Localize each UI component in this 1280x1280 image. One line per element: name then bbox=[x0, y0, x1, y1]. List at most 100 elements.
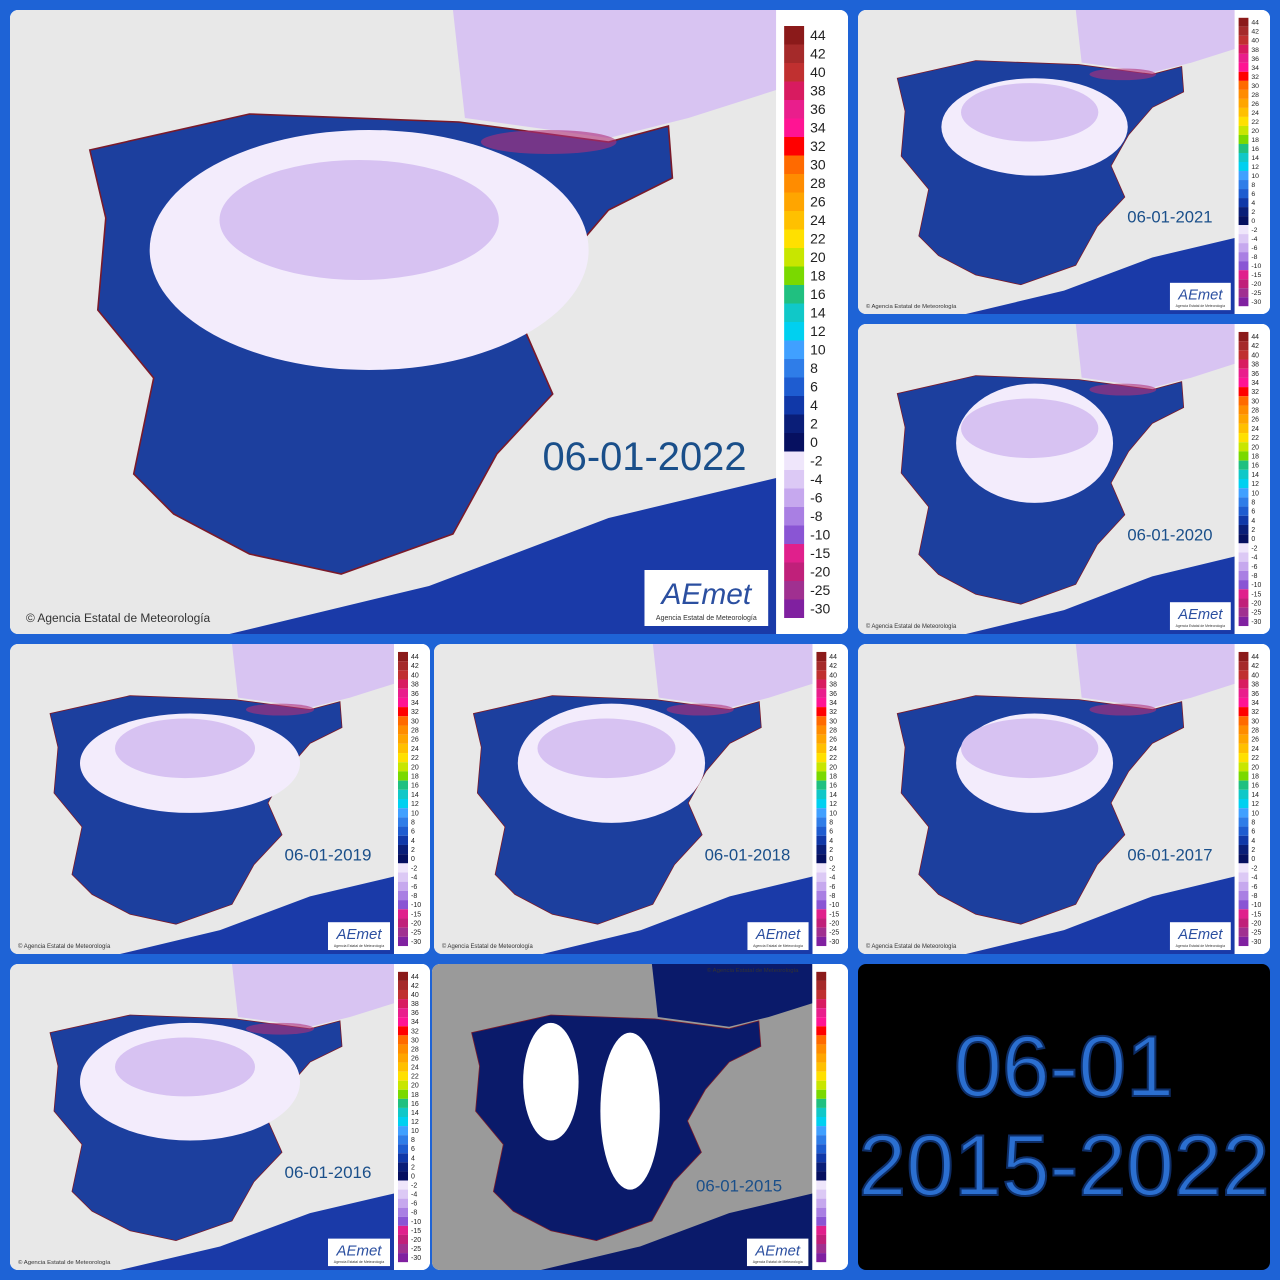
summary-date: 06-01 bbox=[953, 1018, 1175, 1116]
colorbar-label: -10 bbox=[829, 902, 839, 909]
colorbar-swatch bbox=[784, 285, 805, 304]
france bbox=[232, 644, 394, 708]
colorbar-swatch bbox=[816, 1080, 827, 1090]
colorbar-label: -2 bbox=[1251, 227, 1257, 234]
colorbar-swatch bbox=[398, 817, 408, 827]
colorbar-swatch bbox=[1238, 189, 1249, 199]
colorbar-label: -15 bbox=[1251, 591, 1261, 598]
colorbar-swatch bbox=[1238, 26, 1249, 36]
logo-box bbox=[1169, 282, 1231, 311]
colorbar-swatch bbox=[1238, 423, 1249, 434]
colorbar-swatch bbox=[398, 1098, 408, 1108]
colorbar-label: -30 bbox=[411, 939, 421, 946]
colorbar-swatch bbox=[398, 1144, 408, 1154]
colorbar-swatch bbox=[398, 1035, 408, 1045]
colorbar-label: 44 bbox=[411, 654, 419, 661]
colorbar-label: 16 bbox=[1251, 146, 1259, 153]
map: 4442403836343230282624222018161412108642… bbox=[10, 10, 848, 634]
colorbar-label: 16 bbox=[829, 783, 837, 790]
colorbar-swatch bbox=[1238, 670, 1249, 680]
colorbar-label: 8 bbox=[411, 819, 415, 826]
france bbox=[652, 644, 813, 708]
colorbar-label: 24 bbox=[411, 1065, 419, 1072]
colorbar-swatch bbox=[1238, 826, 1249, 836]
colorbar-label: -4 bbox=[829, 875, 835, 882]
colorbar-label: 4 bbox=[829, 838, 833, 845]
colorbar-label: -6 bbox=[411, 1201, 417, 1208]
colorbar-swatch bbox=[816, 1216, 827, 1226]
colorbar-swatch bbox=[784, 414, 805, 433]
colorbar-swatch bbox=[398, 799, 408, 809]
colorbar-swatch bbox=[398, 1135, 408, 1145]
colorbar-label: -10 bbox=[1251, 902, 1261, 909]
logo: AEmet bbox=[1177, 927, 1223, 943]
colorbar-label: 42 bbox=[810, 46, 826, 62]
colorbar-label: 36 bbox=[1251, 371, 1259, 378]
colorbar-label: 26 bbox=[411, 737, 419, 744]
colorbar-swatch bbox=[1238, 341, 1249, 351]
colorbar-swatch bbox=[816, 1008, 827, 1018]
colorbar-label: 20 bbox=[1251, 764, 1259, 771]
colorbar-label: 36 bbox=[1251, 691, 1259, 698]
colorbar-label: 18 bbox=[411, 1092, 419, 1099]
colorbar-label: -25 bbox=[411, 1246, 421, 1253]
colorbar-label: 16 bbox=[1251, 783, 1259, 790]
colorbar-swatch bbox=[1238, 799, 1249, 809]
colorbar-label: 2 bbox=[411, 847, 415, 854]
colorbar-label: -30 bbox=[1251, 299, 1261, 306]
map: 4442403836343230282624222018161412108642… bbox=[858, 324, 1270, 634]
colorbar-swatch bbox=[1238, 651, 1249, 662]
colorbar-swatch bbox=[1238, 359, 1249, 369]
colorbar-label: 34 bbox=[1251, 65, 1259, 72]
colorbar-label: 38 bbox=[411, 682, 419, 689]
colorbar-label: -6 bbox=[411, 884, 417, 891]
colorbar-label: -30 bbox=[1251, 619, 1261, 626]
colorbar-label: 24 bbox=[829, 746, 837, 753]
colorbar-swatch bbox=[398, 743, 408, 754]
colorbar-label: -15 bbox=[1251, 272, 1261, 279]
colorbar-swatch bbox=[1238, 552, 1249, 562]
colorbar-label: 6 bbox=[1251, 509, 1255, 516]
colorbar-swatch bbox=[398, 1153, 408, 1163]
colorbar-swatch bbox=[816, 688, 827, 698]
colorbar-swatch bbox=[816, 1098, 827, 1108]
france bbox=[651, 964, 813, 1027]
colorbar-label: 22 bbox=[411, 755, 419, 762]
copyright: © Agencia Estatal de Meteorología bbox=[707, 967, 799, 974]
colorbar-swatch bbox=[1238, 743, 1249, 754]
colorbar-label: -4 bbox=[1251, 875, 1257, 882]
colorbar-label: 42 bbox=[1251, 663, 1259, 670]
colorbar-swatch bbox=[398, 900, 408, 910]
colorbar-label: 8 bbox=[1251, 182, 1255, 189]
colorbar-swatch bbox=[1238, 570, 1249, 581]
colorbar-label: 12 bbox=[1251, 481, 1259, 488]
colorbar-label: 42 bbox=[411, 983, 419, 990]
colorbar-swatch bbox=[1238, 350, 1249, 360]
colorbar-swatch bbox=[1238, 396, 1249, 406]
logo: AEmet bbox=[336, 1243, 383, 1259]
colorbar-swatch bbox=[398, 789, 408, 799]
colorbar-label: 2 bbox=[1251, 209, 1255, 216]
colorbar-label: 14 bbox=[1251, 472, 1259, 479]
colorbar-label: 36 bbox=[829, 691, 837, 698]
colorbar-swatch bbox=[784, 229, 805, 248]
colorbar-swatch bbox=[1238, 900, 1249, 910]
colorbar-label: 16 bbox=[810, 286, 826, 302]
colorbar-swatch bbox=[398, 1253, 408, 1263]
france bbox=[1075, 324, 1235, 388]
colorbar-swatch bbox=[398, 688, 408, 698]
colorbar-swatch bbox=[1238, 216, 1249, 226]
colorbar-swatch bbox=[816, 1234, 827, 1245]
colorbar-label: 26 bbox=[810, 194, 826, 210]
colorbar-label: -10 bbox=[1251, 263, 1261, 270]
colorbar-label: -15 bbox=[829, 911, 839, 918]
colorbar-swatch bbox=[1238, 753, 1249, 763]
africa bbox=[120, 1193, 394, 1270]
colorbar-label: 36 bbox=[1251, 56, 1259, 63]
colorbar-swatch bbox=[1238, 180, 1249, 190]
pyrenees bbox=[246, 1022, 314, 1035]
colorbar-label: 2 bbox=[810, 416, 818, 432]
colorbar-label: 22 bbox=[1251, 119, 1259, 126]
colorbar-swatch bbox=[1238, 207, 1249, 217]
colorbar-label: 34 bbox=[810, 120, 826, 136]
